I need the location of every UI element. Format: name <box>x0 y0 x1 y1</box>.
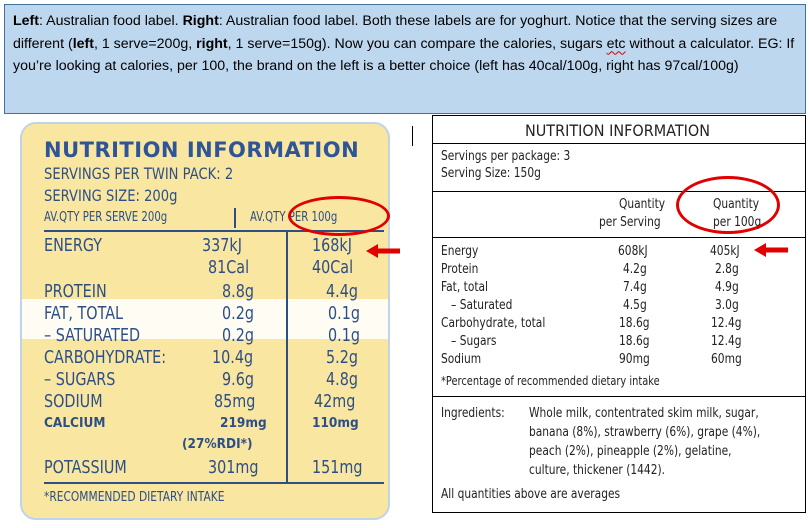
right-footnote-rule <box>433 396 805 397</box>
left-per100-highlight-ellipse <box>288 196 390 236</box>
left-row-serve-value: 8.8g <box>222 282 254 302</box>
left-header-rule <box>44 230 384 232</box>
left-energy-arrow-icon <box>366 244 400 258</box>
left-row-100g-value: 110mg <box>312 415 359 431</box>
right-ingredients-line: peach (2%), pineapple (2%), gelatine, <box>529 444 732 459</box>
right-row-serve-value: 90mg <box>619 352 650 367</box>
right-row-100g-value: 405kJ <box>710 244 740 259</box>
caption-left-word: left <box>72 35 94 52</box>
left-row-name: CALCIUM <box>44 415 106 431</box>
left-row-serve-value: 0.2g <box>222 326 254 346</box>
right-row-serve-value: 7.4g <box>623 280 647 295</box>
left-row-name: PROTEIN <box>44 282 107 302</box>
left-row-serve-value: 337kJ <box>202 236 242 256</box>
right-row-100g-value: 12.4g <box>711 316 742 331</box>
left-row-name: CARBOHYDRATE: <box>44 348 167 368</box>
right-ingredients-label: Ingredients: <box>441 406 505 421</box>
caption-text: : Australian food label. <box>39 13 183 29</box>
caption-right-word: right <box>196 35 228 52</box>
left-serving-size: SERVING SIZE: 200g <box>44 186 178 205</box>
left-calcium-rdi: (27%RDI*) <box>182 436 253 452</box>
left-column-divider <box>286 232 288 482</box>
left-label-title: NUTRITION INFORMATION <box>44 138 360 162</box>
right-row-100g-value: 4.9g <box>715 280 739 295</box>
right-col-header-serve: per Serving <box>599 215 661 230</box>
right-averages-note: All quantities above are averages <box>441 487 621 502</box>
right-row-100g-value: 12.4g <box>711 334 742 349</box>
left-row-100g-value: 168kJ <box>312 236 352 256</box>
right-col-header-serve: Quantity <box>619 197 666 212</box>
left-row-100g-value: 0.1g <box>328 304 360 324</box>
right-row-serve-value: 4.2g <box>623 262 647 277</box>
right-label-title: NUTRITION INFORMATION <box>525 121 711 140</box>
right-serving-size: Serving Size: 150g <box>441 166 541 181</box>
left-row-100g-value: 4.8g <box>326 370 358 390</box>
caption-text: , 1 serve=150g). Now you can compare the… <box>227 35 607 52</box>
right-row-name: Sodium <box>441 352 482 367</box>
right-row-100g-value: 3.0g <box>715 298 739 313</box>
left-row-serve-value: 85mg <box>214 392 256 412</box>
right-servings: Servings per package: 3 <box>441 149 571 164</box>
left-row-100g-value: 42mg <box>314 392 356 412</box>
left-row-serve-value: 0.2g <box>222 304 254 324</box>
right-row-name: – Saturated <box>451 298 513 313</box>
left-row-name: – SATURATED <box>44 326 141 346</box>
right-ingredients-line: culture, thickener (1442). <box>529 463 666 478</box>
left-row-name: POTASSIUM <box>44 458 127 478</box>
right-row-name: Protein <box>441 262 479 277</box>
caption-box: Left: Australian food label. Right: Aust… <box>4 4 806 114</box>
right-row-name: – Sugars <box>451 334 497 349</box>
caption-misspelled-word: etc <box>606 35 626 52</box>
right-row-serve-value: 4.5g <box>623 298 647 313</box>
left-col-header-serve: AV.QTY PER SERVE 200g <box>44 210 168 225</box>
left-row-100g-value: 5.2g <box>326 348 358 368</box>
left-row-name: ENERGY <box>44 236 103 256</box>
right-row-serve-value: 608kJ <box>618 244 648 259</box>
fat-row-band <box>22 299 388 339</box>
right-row-name: Energy <box>441 244 479 259</box>
left-servings: SERVINGS PER TWIN PACK: 2 <box>44 164 234 183</box>
left-row-serve-value: 9.6g <box>222 370 254 390</box>
left-bottom-rule <box>44 482 384 484</box>
right-row-name: Carbohydrate, total <box>441 316 546 331</box>
right-title-rule <box>433 143 805 144</box>
right-row-serve-value: 18.6g <box>619 316 650 331</box>
right-footnote: *Percentage of recommended dietary intak… <box>441 374 660 388</box>
left-row-name: – SUGARS <box>44 370 116 390</box>
left-row-100g-value: 4.4g <box>326 282 358 302</box>
right-header-rule <box>433 237 805 238</box>
left-header-divider <box>234 208 236 228</box>
caption-text: without a calculator. EG: If you’re look… <box>13 35 795 75</box>
right-ingredients-line: Whole milk, contentrated skim milk, suga… <box>529 406 759 421</box>
caption-text: , 1 serve=200g, <box>93 35 197 52</box>
left-row-100g-value: 0.1g <box>328 326 360 346</box>
left-row-100g-value: 40Cal <box>312 258 354 278</box>
left-row-name: FAT, TOTAL <box>44 304 124 324</box>
left-row-serve-value: 10.4g <box>212 348 254 368</box>
left-footnote: *RECOMMENDED DIETARY INTAKE <box>44 490 225 505</box>
text-cursor <box>412 126 413 146</box>
right-per100-highlight-ellipse <box>676 176 780 234</box>
left-row-100g-value: 151mg <box>312 458 363 478</box>
right-row-serve-value: 18.6g <box>619 334 650 349</box>
left-row-name: SODIUM <box>44 392 103 412</box>
right-row-100g-value: 2.8g <box>715 262 739 277</box>
caption-text: : Australian food label. Both these labe… <box>13 13 778 52</box>
left-row-serve-value: 219mg <box>220 415 267 431</box>
right-energy-arrow-icon <box>754 243 788 257</box>
left-row-serve-value: 301mg <box>208 458 259 478</box>
caption-right-prefix: Right <box>182 13 219 29</box>
caption-left-prefix: Left <box>13 13 40 29</box>
right-nutrition-label: NUTRITION INFORMATION Servings per packa… <box>432 115 806 513</box>
right-serving-rule <box>433 191 805 192</box>
left-nutrition-label: NUTRITION INFORMATION SERVINGS PER TWIN … <box>20 122 390 520</box>
right-row-name: Fat, total <box>441 280 489 295</box>
left-row-serve-value: 81Cal <box>208 258 250 278</box>
right-row-100g-value: 60mg <box>711 352 742 367</box>
right-ingredients-line: banana (8%), strawberry (6%), grape (4%)… <box>529 425 761 440</box>
